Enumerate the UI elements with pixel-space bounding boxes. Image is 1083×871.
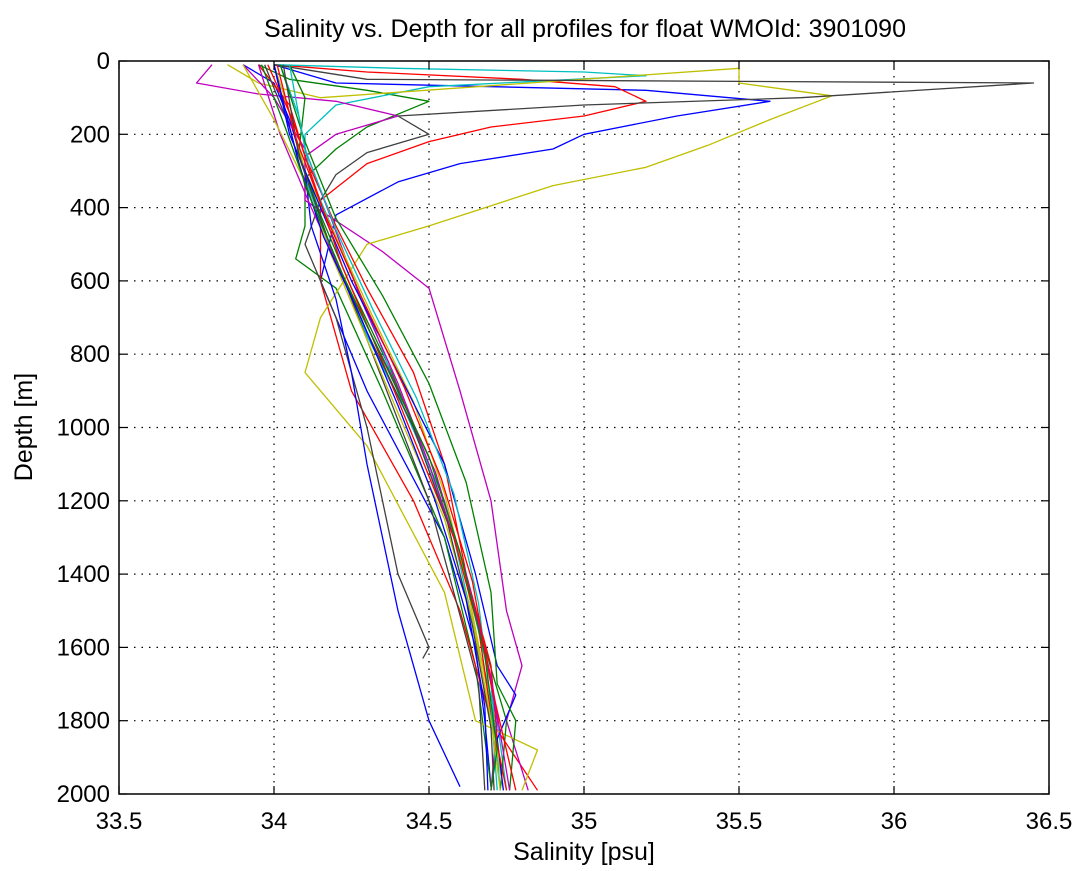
y-axis-tick-labels: 0 200 400 600 800 1000 1200 1400 1600 1800 2000 (57, 48, 110, 808)
y-tick-label: 1800 (57, 708, 110, 735)
x-tick-label: 34 (261, 808, 288, 835)
profile-line-5 (195, 64, 529, 791)
x-tick-label: 36 (881, 808, 908, 835)
y-tick-label: 1600 (57, 634, 110, 661)
profile-lines (195, 64, 1035, 791)
x-tick-label: 35.5 (716, 808, 763, 835)
profile-line-20 (242, 64, 501, 791)
x-tick-label: 35 (571, 808, 598, 835)
grid-lines (119, 61, 1049, 794)
profile-line-17 (267, 64, 508, 791)
y-tick-label: 200 (70, 121, 110, 148)
profile-line-16 (279, 64, 517, 791)
profile-line-23 (260, 64, 498, 791)
x-axis-label: Salinity [psu] (513, 838, 655, 866)
profile-line-21 (282, 64, 495, 791)
profile-line-7 (273, 64, 1035, 659)
profile-line-13 (273, 64, 505, 791)
profile-line-12 (242, 64, 498, 791)
x-tick-label: 33.5 (96, 808, 143, 835)
y-tick-label: 600 (70, 268, 110, 295)
y-tick-label: 1000 (57, 415, 110, 442)
y-tick-label: 1200 (57, 488, 110, 515)
y-tick-label: 800 (70, 341, 110, 368)
profile-line-1 (273, 64, 771, 787)
chart-title: Salinity vs. Depth for all profiles for … (264, 15, 906, 43)
y-tick-label: 1400 (57, 561, 110, 588)
x-tick-label: 34.5 (406, 808, 453, 835)
y-tick-label: 400 (70, 195, 110, 222)
profile-line-2 (258, 64, 492, 787)
x-axis-tick-labels: 33.5 34 34.5 35 35.5 36 36.5 (96, 808, 1073, 835)
profile-line-3 (273, 64, 647, 791)
y-tick-label: 0 (97, 48, 110, 75)
axis-ticks (118, 60, 1050, 795)
y-tick-label: 2000 (57, 781, 110, 808)
profile-line-24 (276, 64, 517, 791)
y-axis-label: Depth [m] (10, 373, 38, 481)
profile-line-10 (257, 64, 498, 791)
x-tick-label: 36.5 (1026, 808, 1073, 835)
profile-line-8 (242, 64, 461, 787)
profile-line-19 (257, 64, 511, 791)
